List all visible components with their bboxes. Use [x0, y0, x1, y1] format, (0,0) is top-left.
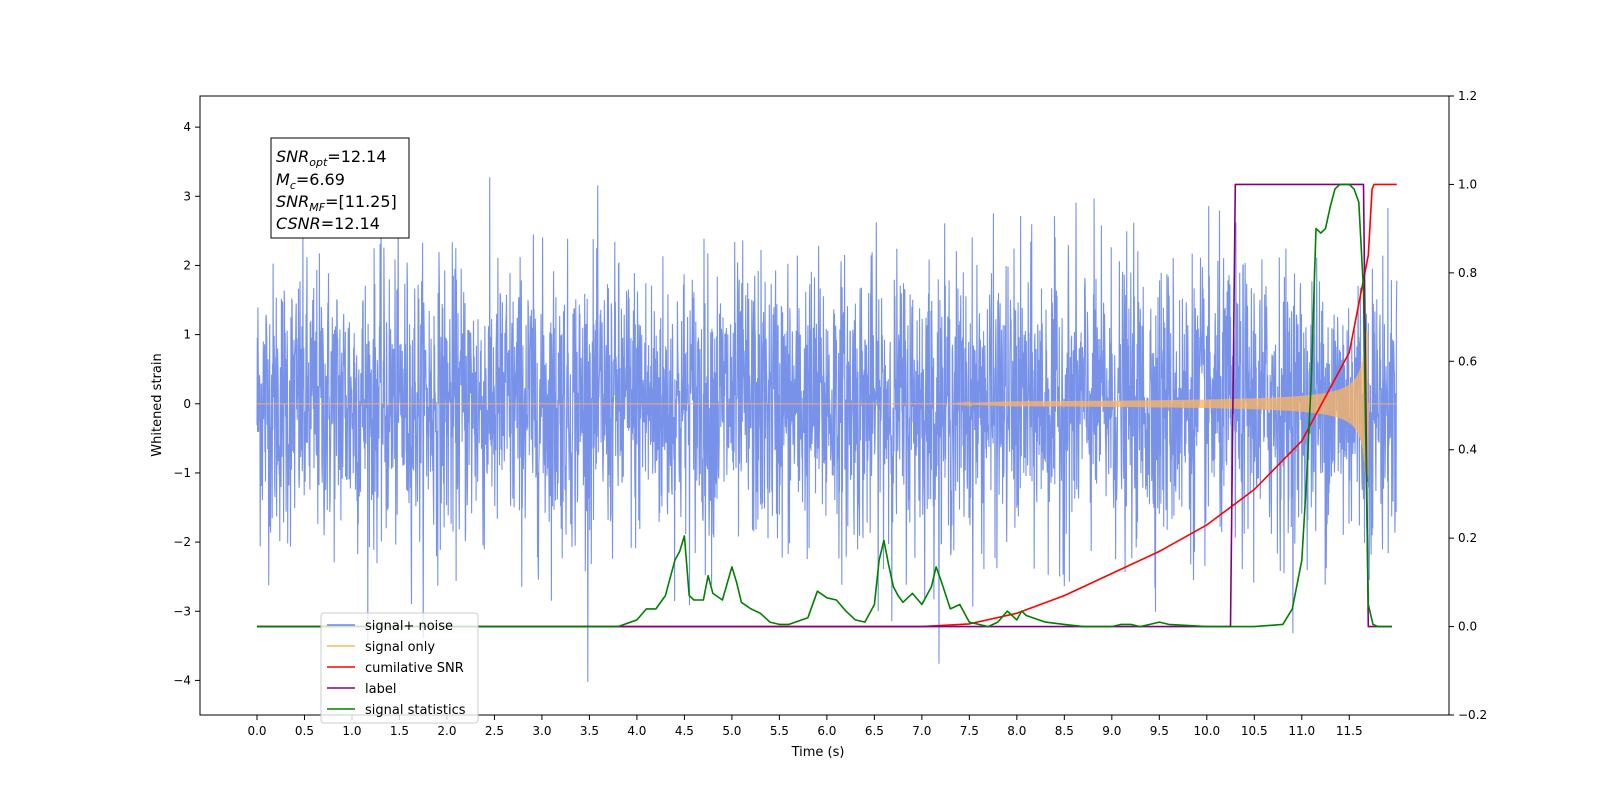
- x-tick-label: 0.0: [247, 724, 266, 738]
- legend-entry-cumulative-snr: cumilative SNR: [327, 661, 464, 676]
- legend-entry-label: label: [327, 682, 396, 697]
- signal-noise-series: [256, 177, 1398, 682]
- signal-statistics-line: [257, 183, 1392, 628]
- x-tick-label: 7.5: [960, 724, 979, 738]
- annotation-mc: Mc=6.69: [276, 170, 345, 192]
- x-tick-label: 2.5: [485, 724, 504, 738]
- y2-tick-label: 0.0: [1458, 620, 1477, 634]
- y2-tick-label: 0.8: [1458, 266, 1477, 280]
- legend-entry-signal-statistics: signal statistics: [327, 703, 466, 718]
- annotation-snr-opt: SNRopt=12.14: [276, 147, 387, 169]
- y-tick-label: 0: [183, 397, 191, 411]
- signal-only-line: [257, 331, 1397, 477]
- signal-only-series: [257, 331, 1397, 477]
- x-tick-label: 8.5: [1055, 724, 1074, 738]
- legend-label: signal+ noise: [365, 619, 453, 634]
- legend: signal+ noise signal only cumilative SNR…: [320, 612, 479, 724]
- y2-tick-label: 1.2: [1458, 89, 1477, 103]
- y-tick-label: −1: [173, 466, 191, 480]
- x-tick-label: 11.0: [1288, 724, 1315, 738]
- x-tick-label: 9.5: [1150, 724, 1169, 738]
- y-axis-label: Whitened strain: [150, 353, 165, 456]
- x-tick-label: 10.0: [1193, 724, 1220, 738]
- x-tick-label: 6.0: [817, 724, 836, 738]
- legend-entry-signal-only: signal only: [327, 640, 435, 655]
- x-tick-label: 0.5: [295, 724, 314, 738]
- annotation-frame: [270, 137, 410, 239]
- y-tick-label: −4: [173, 673, 191, 687]
- x-tick-label: 5.0: [722, 724, 741, 738]
- x-tick-label: 10.5: [1241, 724, 1268, 738]
- signal-noise-line: [256, 177, 1398, 682]
- y-axis-left: 4 3 2 1 0 −1 −2 −3 −4: [173, 120, 200, 687]
- annotation-csnr-value: =12.14: [321, 214, 380, 233]
- x-tick-label: 4.5: [675, 724, 694, 738]
- plot-frame: [199, 95, 1450, 716]
- y2-tick-label: 1.0: [1458, 177, 1477, 191]
- annotation-csnr: CSNR=12.14: [276, 214, 380, 233]
- annotation-mc-value: =6.69: [296, 170, 345, 189]
- x-tick-label: 3.5: [580, 724, 599, 738]
- y2-tick-label: 0.2: [1458, 531, 1477, 545]
- legend-label: signal only: [365, 640, 435, 655]
- y2-tick-label: −0.2: [1458, 708, 1487, 722]
- y-tick-label: 1: [183, 328, 191, 342]
- x-tick-label: 11.5: [1336, 724, 1363, 738]
- legend-label: label: [365, 682, 396, 697]
- cumulative-snr-line: [257, 183, 1397, 628]
- annotation-snr-opt-value: =12.14: [327, 147, 386, 166]
- x-tick-label: 3.0: [532, 724, 551, 738]
- y-tick-label: 3: [183, 189, 191, 203]
- y-tick-label: 4: [183, 120, 191, 134]
- label-line: [257, 183, 1392, 628]
- annotation-snr-mf: SNRMF=[11.25]: [276, 192, 397, 214]
- annotation-box: SNRopt=12.14 Mc=6.69 SNRMF=[11.25] CSNR=…: [270, 137, 410, 239]
- y-tick-label: −2: [173, 535, 191, 549]
- x-tick-label: 1.0: [342, 724, 361, 738]
- x-tick-label: 5.5: [770, 724, 789, 738]
- x-axis: 0.0 0.5 1.0 1.5 2.0 2.5 3.0 3.5 4.0 4.5 5.0 5.5 6.0 6…: [247, 715, 1363, 738]
- y2-tick-label: 0.4: [1458, 443, 1477, 457]
- x-tick-label: 9.0: [1102, 724, 1121, 738]
- x-tick-label: 7.0: [912, 724, 931, 738]
- x-tick-label: 6.5: [865, 724, 884, 738]
- right-axis-series: [257, 183, 1397, 628]
- y2-tick-label: 0.6: [1458, 354, 1477, 368]
- x-tick-label: 8.0: [1007, 724, 1026, 738]
- x-tick-label: 4.0: [627, 724, 646, 738]
- legend-label: signal statistics: [365, 703, 466, 718]
- annotation-snr-mf-value: =[11.25]: [325, 192, 397, 211]
- x-tick-label: 1.5: [390, 724, 409, 738]
- x-axis-label: Time (s): [791, 745, 845, 760]
- legend-entry-signal-noise: signal+ noise: [327, 619, 453, 634]
- legend-frame: [320, 612, 479, 724]
- legend-label: cumilative SNR: [365, 661, 464, 676]
- x-tick-label: 2.0: [437, 724, 456, 738]
- y-tick-label: −3: [173, 604, 191, 618]
- y-tick-label: 2: [183, 258, 191, 272]
- y-axis-right: 1.2 1.0 0.8 0.6 0.4 0.2 0.0 −0.2: [1449, 89, 1487, 722]
